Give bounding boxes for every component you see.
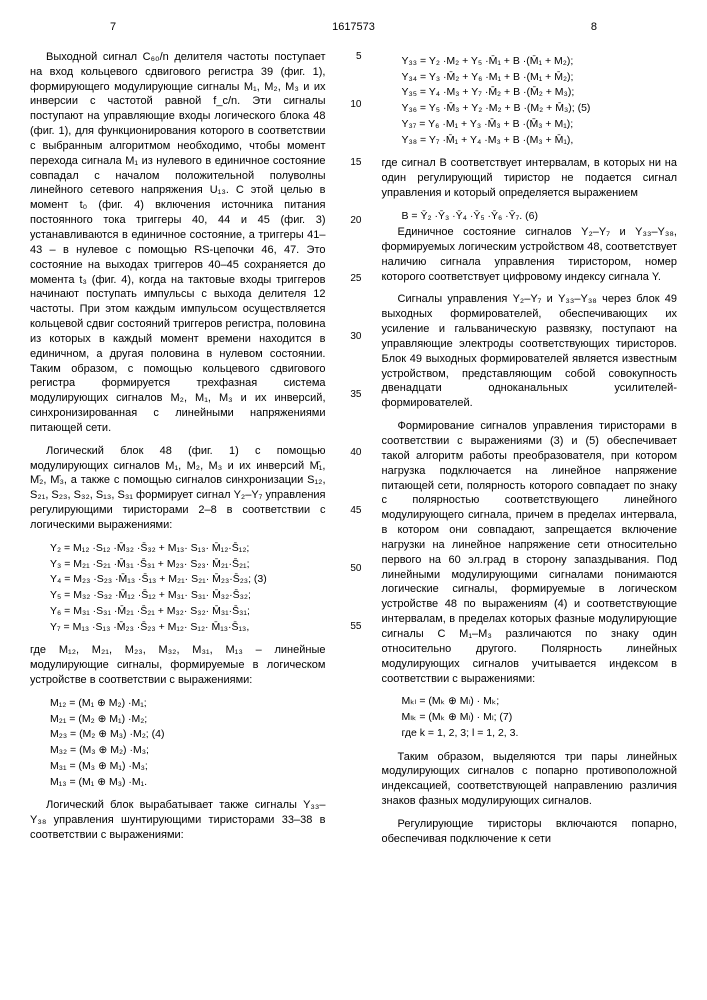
paragraph: Сигналы управления Y₂–Y₇ и Y₃₃–Y₃₈ через… <box>382 292 678 411</box>
equation-5: Y₃₃ = Y₂ ·M₂ + Y₅ ·M̄₁ + B ·(M̄₁ + M₂); … <box>402 54 678 149</box>
paragraph: Логический блок 48 (фиг. 1) с помощью мо… <box>30 444 326 533</box>
paragraph: Таким образом, выделяются три пары линей… <box>382 750 678 809</box>
text-columns: Выходной сигнал С₆₀/n делителя частоты п… <box>30 50 677 855</box>
document-number: 1617573 <box>332 20 375 35</box>
right-column: Y₃₃ = Y₂ ·M₂ + Y₅ ·M̄₁ + B ·(M̄₁ + M₂); … <box>382 50 678 855</box>
page-header: 7 1617573 8 <box>30 20 677 35</box>
page-number-right: 8 <box>591 20 597 35</box>
paragraph: Регулирующие тиристоры включаются попарн… <box>382 817 678 847</box>
equation-6: B = Ȳ₂ ·Ȳ₃ ·Ȳ₄ ·Ȳ₅ ·Ȳ₆ ·Ȳ₇. (6) <box>402 209 678 223</box>
paragraph: где сигнал В соответствует интервалам, в… <box>382 156 678 201</box>
paragraph: Выходной сигнал С₆₀/n делителя частоты п… <box>30 50 326 436</box>
equation-7: Mₖₗ = (Mₖ ⊕ Mₗ) · Mₖ; Mₗₖ = (Mₖ ⊕ Mₗ) · … <box>402 694 678 741</box>
equation-4: M₁₂ = (M₁ ⊕ M₂) ·M₁; M₂₁ = (M₂ ⊕ M₁) ·M₂… <box>50 696 326 791</box>
paragraph: где М₁₂, М₂₁, М₂₃, М₃₂, М₃₁, М₁₃ – линей… <box>30 643 326 688</box>
left-column: Выходной сигнал С₆₀/n делителя частоты п… <box>30 50 326 855</box>
paragraph: Единичное состояние сигналов Y₂–Y₇ и Y₃₃… <box>382 225 678 284</box>
paragraph: Формирование сигналов управления тиристо… <box>382 419 678 686</box>
paragraph: Логический блок вырабатывает также сигна… <box>30 798 326 843</box>
line-numbers: 5 10 15 20 25 30 35 40 45 50 55 <box>346 50 362 855</box>
page-number-left: 7 <box>110 20 116 35</box>
equation-3: Y₂ = M₁₂ ·S₁₂ ·M̄₃₂ ·S̄₃₂ + M₁₃· S₁₃· M̄… <box>50 541 326 636</box>
